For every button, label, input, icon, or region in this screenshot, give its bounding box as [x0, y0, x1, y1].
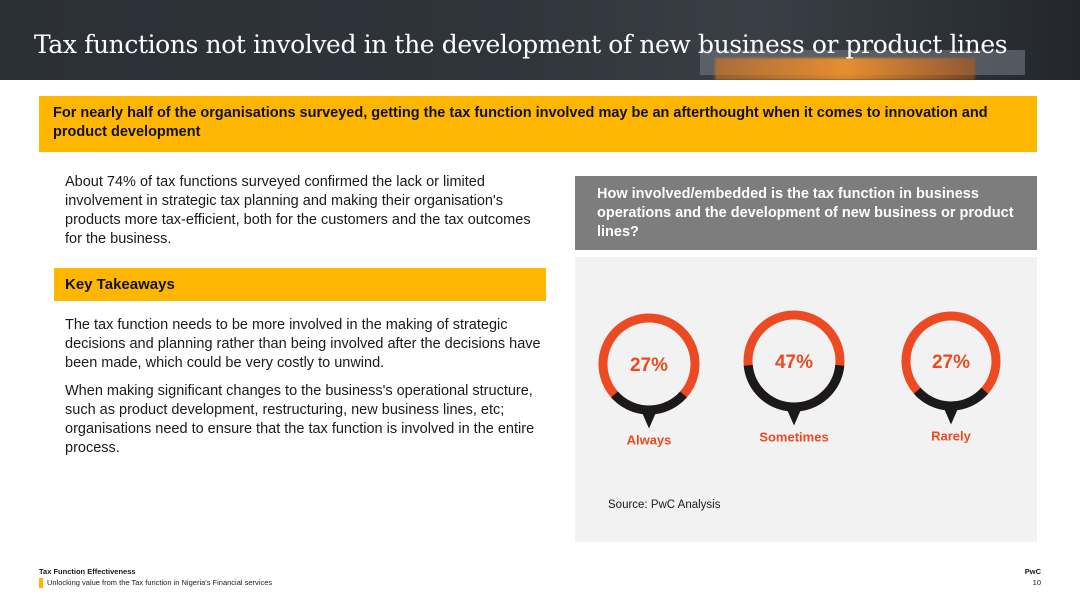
footer-report-subtitle: Unlocking value from the Tax function in…	[47, 578, 273, 587]
chart-panel: 27% Always 47% Sometimes 27% Rarely Source: P…	[575, 257, 1037, 542]
ring-pointer-sometimes	[787, 409, 801, 426]
ring-value-arc-always	[611, 391, 687, 415]
ring-category-label-rarely: Rarely	[931, 429, 972, 444]
takeaway-paragraph-2: When making significant changes to the b…	[65, 383, 535, 456]
involvement-ring-chart: 27% Always 47% Sometimes 27% Rarely	[598, 310, 1001, 448]
ring-always: 27% Always	[598, 313, 700, 448]
title-header: Tax functions not involved in the develo…	[0, 0, 1080, 80]
chart-source: Source: PwC Analysis	[608, 499, 721, 511]
footer-subtitle-row: Unlocking value from the Tax function in…	[39, 577, 272, 588]
ring-value-arc-rarely	[913, 387, 989, 411]
ring-percent-label-always: 27%	[630, 355, 668, 376]
ring-category-label-always: Always	[627, 433, 672, 448]
intro-paragraph: About 74% of tax functions surveyed conf…	[65, 174, 531, 247]
ring-sometimes: 47% Sometimes	[743, 310, 845, 445]
key-takeaways-heading: Key Takeaways	[54, 268, 546, 301]
ring-rarely: 27% Rarely	[901, 311, 1001, 444]
chart-question-header: How involved/embedded is the tax functio…	[575, 176, 1037, 250]
header-background-glow	[715, 58, 975, 80]
ring-pointer-rarely	[944, 408, 958, 425]
footer-right: PwC 10	[1025, 566, 1041, 588]
footer-accent-mark	[39, 577, 43, 588]
key-message-banner: For nearly half of the organisations sur…	[39, 96, 1037, 152]
page-number: 10	[1032, 578, 1041, 587]
ring-percent-label-sometimes: 47%	[775, 352, 813, 373]
footer-brand: PwC	[1024, 567, 1041, 576]
takeaway-paragraph-1: The tax function needs to be more involv…	[65, 317, 541, 371]
ring-value-arc-sometimes	[743, 364, 845, 412]
footer-report-title: Tax Function Effectiveness	[39, 567, 136, 576]
ring-pointer-always	[642, 412, 656, 429]
ring-category-label-sometimes: Sometimes	[759, 430, 828, 445]
footer-left: Tax Function Effectiveness Unlocking val…	[39, 566, 272, 588]
ring-percent-label-rarely: 27%	[932, 352, 970, 373]
page-title: Tax functions not involved in the develo…	[34, 30, 1008, 59]
